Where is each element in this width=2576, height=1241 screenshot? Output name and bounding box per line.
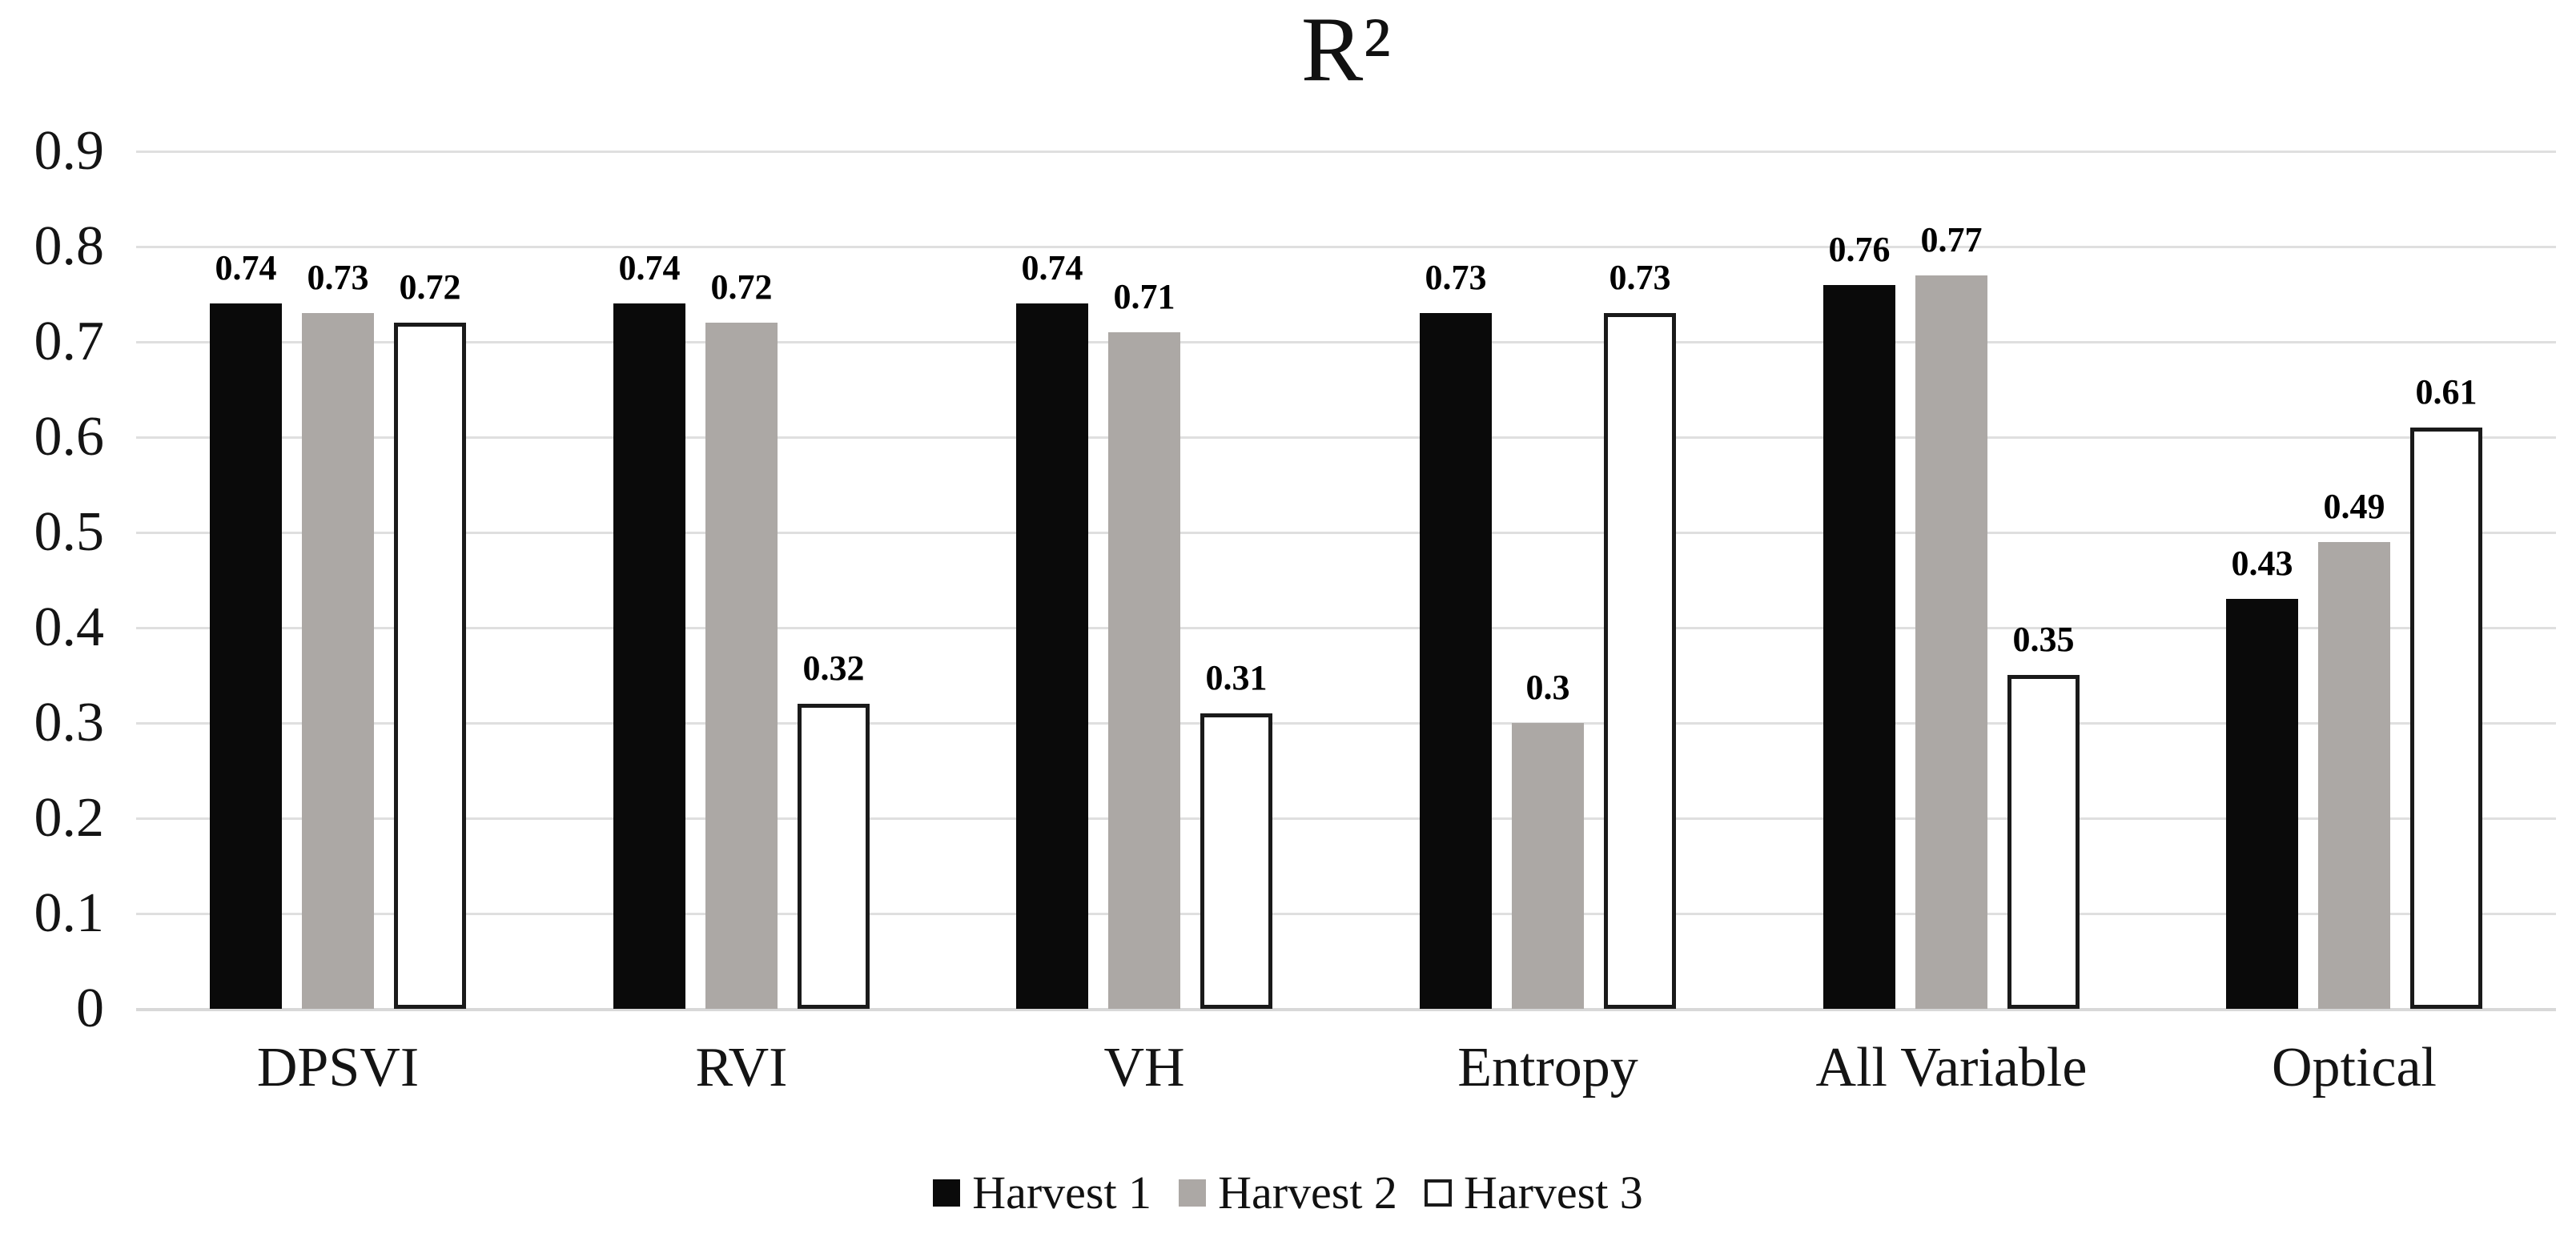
y-axis-tick-label: 0.9 [34, 120, 105, 182]
gridline [136, 627, 2556, 629]
bar-value-label: 0.3 [1525, 668, 1570, 707]
bar [2410, 428, 2482, 1009]
bar [1420, 313, 1492, 1009]
bar [2318, 542, 2390, 1009]
y-axis-tick-label: 0 [76, 978, 104, 1039]
bar [1823, 285, 1895, 1009]
legend: Harvest 1 Harvest 2 Harvest 3 [0, 1165, 2576, 1221]
gridline [136, 246, 2556, 248]
bar-value-label: 0.73 [1425, 258, 1487, 297]
bar-value-label: 0.77 [1920, 220, 1983, 259]
category-label: DPSVI [256, 1037, 420, 1098]
y-axis-tick-label: 0.6 [34, 406, 105, 468]
gridline [136, 913, 2556, 915]
y-axis-tick-label: 0.8 [34, 215, 105, 277]
bar-value-label: 0.76 [1828, 230, 1891, 269]
gridline [136, 722, 2556, 725]
gridline [136, 817, 2556, 820]
legend-item-harvest-2: Harvest 2 [1179, 1165, 1397, 1221]
legend-label: Harvest 2 [1218, 1167, 1397, 1219]
bar [705, 323, 778, 1009]
bar [1915, 275, 1987, 1009]
gridline [136, 436, 2556, 439]
gridline [136, 1008, 2556, 1011]
bar-value-label: 0.74 [618, 248, 681, 287]
bar-value-label: 0.72 [710, 267, 773, 307]
bar-value-label: 0.74 [215, 248, 277, 287]
y-axis-tick-label: 0.2 [34, 787, 105, 849]
bar [1200, 713, 1272, 1009]
y-axis-tick-label: 0.1 [34, 882, 105, 944]
bar-value-label: 0.73 [307, 258, 369, 297]
y-axis-tick-label: 0.5 [34, 501, 105, 563]
category-label: RVI [695, 1037, 788, 1098]
bar-value-label: 0.32 [802, 649, 865, 688]
legend-label: Harvest 3 [1463, 1167, 1643, 1219]
category-label: Optical [2271, 1037, 2437, 1098]
bar [1604, 313, 1676, 1009]
category-label: VH [1103, 1037, 1185, 1098]
legend-swatch-white-outline-icon [1424, 1179, 1452, 1207]
bar-value-label: 0.43 [2231, 544, 2293, 583]
gridline [136, 151, 2556, 153]
bar [2226, 599, 2298, 1009]
bar-value-label: 0.73 [1609, 258, 1671, 297]
bar [1108, 332, 1180, 1009]
legend-item-harvest-1: Harvest 1 [933, 1165, 1151, 1221]
bar [302, 313, 374, 1009]
bar [394, 323, 466, 1009]
bar [2007, 675, 2080, 1009]
y-axis-tick-label: 0.7 [34, 311, 105, 372]
category-label: Entropy [1457, 1037, 1638, 1098]
gridline [136, 341, 2556, 343]
legend-item-harvest-3: Harvest 3 [1424, 1165, 1643, 1221]
chart-title: R² [1300, 0, 1392, 101]
bar [1512, 723, 1584, 1009]
bar-value-label: 0.74 [1021, 248, 1083, 287]
bar-value-label: 0.61 [2415, 372, 2478, 412]
y-axis-tick-label: 0.4 [34, 596, 105, 658]
gridline [136, 532, 2556, 534]
y-axis-tick-label: 0.3 [34, 692, 105, 753]
bar [210, 303, 282, 1009]
bar [798, 704, 870, 1009]
bar [613, 303, 685, 1009]
category-label: All Variable [1815, 1037, 2088, 1098]
bar-value-label: 0.35 [2012, 620, 2075, 659]
legend-swatch-black-icon [933, 1179, 961, 1207]
legend-label: Harvest 1 [972, 1167, 1152, 1219]
bar-value-label: 0.72 [399, 267, 461, 307]
bar [1016, 303, 1088, 1009]
bar-value-label: 0.49 [2323, 487, 2385, 526]
legend-swatch-gray-icon [1179, 1179, 1207, 1207]
bar-value-label: 0.71 [1113, 277, 1175, 316]
bar-value-label: 0.31 [1205, 658, 1268, 697]
